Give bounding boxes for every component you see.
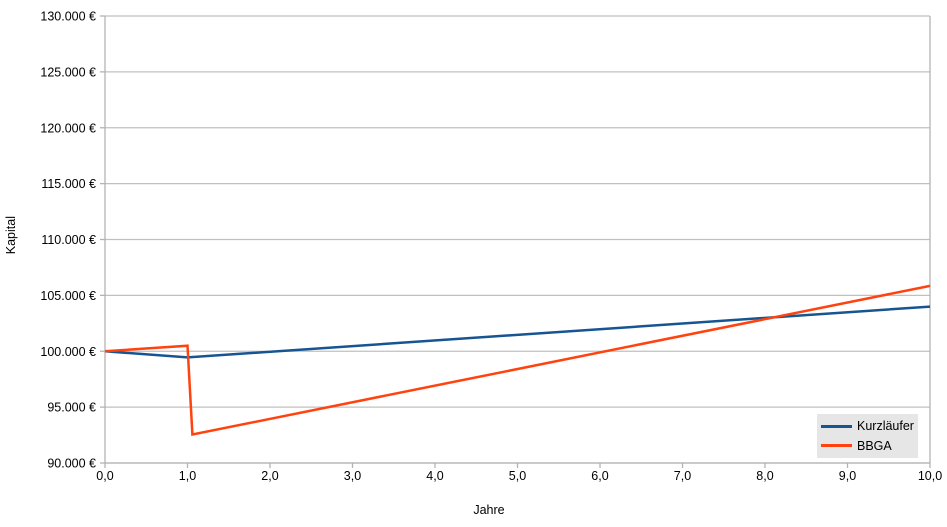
y-tick-label: 90.000 € [47, 457, 96, 471]
legend-entry-kurzlaeufer: Kurzläufer [821, 420, 918, 433]
x-tick-label: 1,0 [179, 469, 196, 483]
x-tick-label: 8,0 [756, 469, 773, 483]
legend-line-swatch-bbga [821, 444, 852, 448]
legend-label-kurzlaeufer: Kurzläufer [857, 419, 914, 433]
x-tick-label: 6,0 [591, 469, 608, 483]
x-tick-label: 10,0 [918, 469, 942, 483]
y-tick-label: 115.000 € [41, 177, 96, 191]
legend: Kurzläufer BBGA [817, 414, 918, 458]
y-tick-label: 110.000 € [41, 233, 96, 247]
y-tick-label: 100.000 € [40, 345, 96, 359]
x-tick-label: 9,0 [839, 469, 856, 483]
y-tick-label: 95.000 € [47, 401, 96, 415]
x-tick-label: 4,0 [426, 469, 443, 483]
x-tick-label: 3,0 [344, 469, 361, 483]
x-tick-label: 2,0 [261, 469, 278, 483]
x-tick-label: 5,0 [509, 469, 526, 483]
legend-line-swatch-kurzlaeufer [821, 424, 852, 428]
series-line-kurzlufer [104, 305, 931, 359]
y-tick-label: 105.000 € [40, 289, 96, 303]
y-tick-label: 125.000 € [40, 65, 96, 79]
legend-label-bbga: BBGA [857, 438, 892, 453]
y-tick-label: 120.000 € [40, 121, 96, 135]
x-tick-label: 7,0 [674, 469, 691, 483]
y-tick-label: 130.000 € [40, 10, 96, 24]
x-tick-label: 0,0 [96, 469, 113, 483]
y-axis-title: Kapital [4, 216, 18, 255]
series-line-bbga [104, 284, 931, 437]
x-axis-title: Jahre [473, 503, 505, 517]
legend-entry-bbga: BBGA [821, 438, 918, 453]
